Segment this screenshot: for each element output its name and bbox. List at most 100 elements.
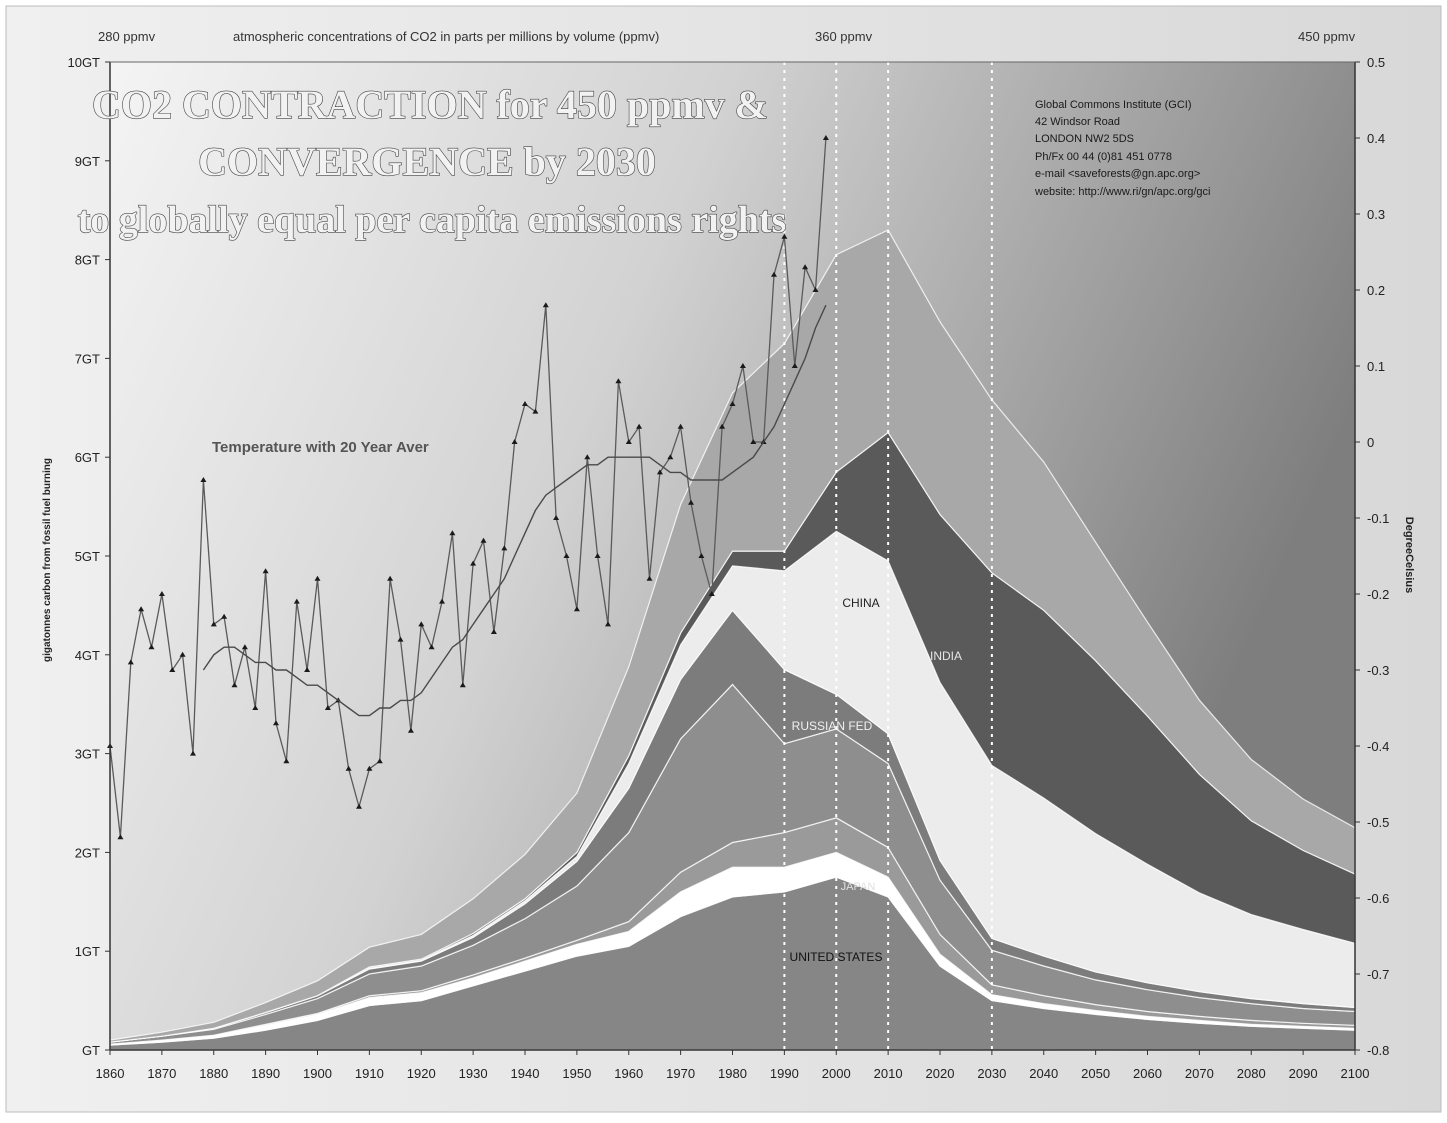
temperature-point-1880 <box>210 621 217 627</box>
y2-tick-label-4: -0.4 <box>1367 739 1389 754</box>
temperature-point-1948 <box>563 553 570 558</box>
x-tick-label-2070: 2070 <box>1185 1066 1214 1081</box>
y-tick-label-8: 8GT <box>75 253 100 268</box>
temperature-point-1866 <box>138 606 145 612</box>
temperature-point-1892 <box>273 720 279 726</box>
top-axis-marker-280: 280 ppmv <box>98 29 156 44</box>
temperature-point-1936 <box>501 545 508 551</box>
x-tick-label-2080: 2080 <box>1237 1066 1266 1081</box>
temperature-point-1976 <box>708 591 715 596</box>
temperature-point-1888 <box>252 705 259 710</box>
x-tick-label-1930: 1930 <box>459 1066 488 1081</box>
temperature-point-1874 <box>179 651 186 657</box>
y2-tick-label-5: -0.3 <box>1367 663 1389 678</box>
temperature-point-1994 <box>802 264 809 270</box>
temperature-point-1990 <box>781 233 788 239</box>
y-tick-label-0: GT <box>82 1043 100 1058</box>
temperature-point-1896 <box>293 598 300 604</box>
x-tick-label-2020: 2020 <box>926 1066 955 1081</box>
top-axis-label: atmospheric concentrations of CO2 in par… <box>233 29 659 44</box>
temperature-point-1980 <box>729 401 736 406</box>
temperature-label: Temperature with 20 Year Aver <box>212 439 429 456</box>
temperature-point-1908 <box>356 803 362 809</box>
axes: 1860 1870 1880 1890 1900 1910 1920 1930 1940 1950… <box>67 55 1389 1081</box>
temperature-point-1938 <box>511 439 518 444</box>
temperature-point-1932 <box>480 537 487 543</box>
temperature-point-1970 <box>677 423 684 429</box>
y2-tick-label-3: -0.5 <box>1367 815 1389 830</box>
temperature-point-1878 <box>200 477 207 482</box>
temperature-point-1862 <box>117 834 124 840</box>
temperature-point-1864 <box>127 659 134 665</box>
temperature-point-1988 <box>771 271 777 277</box>
x-tick-label-1960: 1960 <box>614 1066 643 1081</box>
chart-title-line-1: CO2 CONTRACTION for 450 ppmv & <box>92 82 768 127</box>
x-tick-label-1860: 1860 <box>96 1066 125 1081</box>
chart-title-line-2: CONVERGENCE by 2030 <box>198 139 656 184</box>
temperature-point-1922 <box>428 644 435 650</box>
top-axis-marker-360: 360 ppmv <box>815 29 873 44</box>
temperature-point-1934 <box>490 629 497 634</box>
address-line-3: LONDON NW2 5DS <box>1035 133 1134 145</box>
y-tick-label-7: 7GT <box>75 351 100 366</box>
y-tick-label-1: 1GT <box>75 944 100 959</box>
temperature-point-1906 <box>345 765 352 771</box>
y2-axis-label: DegreeCelsius <box>1403 517 1415 593</box>
temperature-point-1982 <box>739 363 746 368</box>
y2-tick-label-2: -0.6 <box>1367 891 1389 906</box>
temperature-point-1912 <box>376 758 383 764</box>
x-tick-label-2090: 2090 <box>1289 1066 1318 1081</box>
y-tick-label-6: 6GT <box>75 450 100 465</box>
temperature-point-1924 <box>439 598 445 604</box>
temperature-point-1978 <box>719 423 726 429</box>
x-tick-label-2000: 2000 <box>822 1066 851 1081</box>
x-tick-label-1870: 1870 <box>147 1066 176 1081</box>
temperature-point-1992 <box>791 363 798 368</box>
temperature-point-1930 <box>470 560 477 566</box>
y2-tick-label-1: -0.7 <box>1367 967 1389 982</box>
x-tick-label-2040: 2040 <box>1029 1066 1058 1081</box>
temperature-point-1890 <box>262 568 269 574</box>
region-label-united-states: UNITED STATES <box>790 950 883 964</box>
region-label-india: INDIA <box>930 649 962 663</box>
temperature-point-1960 <box>625 439 632 444</box>
temperature-point-1972 <box>688 499 694 505</box>
temperature-point-1946 <box>553 515 560 520</box>
y2-tick-label-13: 0.5 <box>1367 55 1385 70</box>
temperature-point-1958 <box>615 378 622 384</box>
x-tick-label-1980: 1980 <box>718 1066 747 1081</box>
temperature-point-1998 <box>822 135 829 140</box>
region-label-japan: JAPAN <box>841 881 876 893</box>
temperature-point-1868 <box>148 644 155 650</box>
temperature-point-1900 <box>314 575 321 581</box>
temperature-point-1916 <box>397 636 404 642</box>
temperature-point-1898 <box>304 667 311 672</box>
y2-tick-label-12: 0.4 <box>1367 131 1385 146</box>
address-block: Global Commons Institute (GCI) 42 Windso… <box>1034 99 1210 198</box>
y2-tick-label-8: 0 <box>1367 435 1374 450</box>
x-tick-label-1970: 1970 <box>666 1066 695 1081</box>
x-tick-label-2060: 2060 <box>1133 1066 1162 1081</box>
temperature-point-1962 <box>636 423 643 429</box>
address-line-2: 42 Windsor Road <box>1035 116 1120 128</box>
y2-tick-label-0: -0.8 <box>1367 1043 1389 1058</box>
temperature-point-1974 <box>698 553 705 558</box>
temperature-point-1914 <box>387 575 394 581</box>
x-tick-label-1940: 1940 <box>511 1066 540 1081</box>
y-tick-label-9: 9GT <box>75 154 100 169</box>
x-tick-label-1920: 1920 <box>407 1066 436 1081</box>
x-tick-label-2010: 2010 <box>874 1066 903 1081</box>
y2-tick-label-6: -0.2 <box>1367 587 1389 602</box>
region-label-china: CHINA <box>842 596 879 610</box>
chart-title-line-3: to globally equal per capita emissions r… <box>78 199 787 241</box>
y2-tick-label-7: -0.1 <box>1367 511 1389 526</box>
y2-tick-label-10: 0.2 <box>1367 283 1385 298</box>
temperature-point-1902 <box>324 705 331 710</box>
temperature-annual-line <box>109 137 827 838</box>
temperature-point-1918 <box>407 727 414 733</box>
y-tick-label-4: 4GT <box>75 648 100 663</box>
temperature-point-1996 <box>812 287 819 292</box>
x-tick-label-1910: 1910 <box>355 1066 384 1081</box>
